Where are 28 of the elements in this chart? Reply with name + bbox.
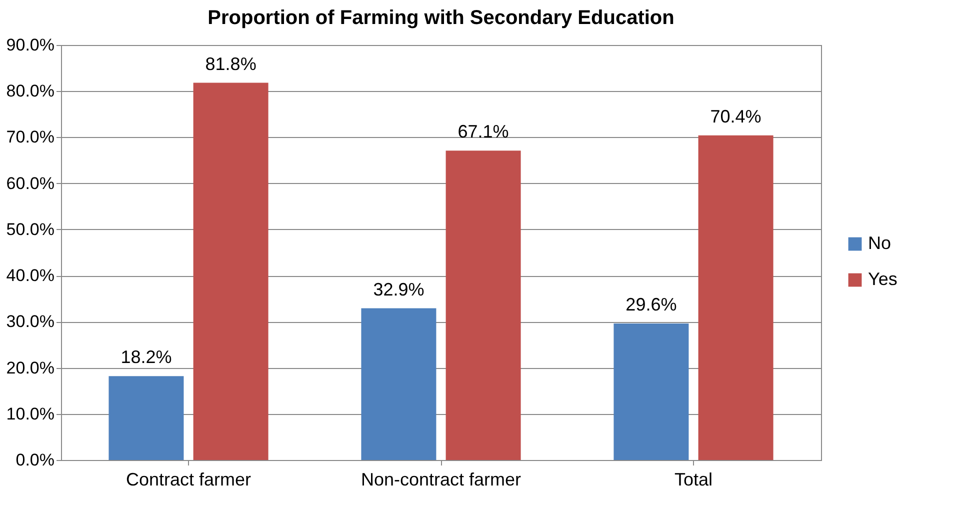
data-label: 32.9%: [373, 279, 424, 300]
bar: [446, 150, 521, 460]
chart-title: Proportion of Farming with Secondary Education: [208, 7, 674, 29]
x-tick-label: Non-contract farmer: [360, 470, 522, 490]
data-label: 70.4%: [710, 106, 762, 126]
legend-label: Yes: [868, 269, 898, 289]
data-label: 29.6%: [626, 294, 677, 315]
data-label: 67.1%: [458, 122, 509, 142]
y-tick-label: 60.0%: [6, 174, 54, 193]
x-tick-label: Total: [674, 470, 713, 490]
y-tick-label: 80.0%: [6, 82, 54, 101]
data-label: 81.8%: [205, 54, 256, 74]
y-tick-label: 40.0%: [6, 266, 54, 286]
bar: [614, 324, 689, 460]
y-tick-label: 50.0%: [6, 220, 54, 239]
legend-label: No: [868, 233, 892, 253]
bar: [108, 376, 184, 460]
y-tick-label: 0.0%: [16, 450, 54, 470]
data-label: 18.2%: [120, 347, 172, 368]
y-tick-label: 20.0%: [6, 358, 54, 378]
bar: [698, 135, 774, 460]
x-tick-label: Contract farmer: [126, 470, 252, 490]
y-tick-label: 30.0%: [6, 312, 54, 332]
y-tick-label: 90.0%: [6, 36, 54, 54]
bar: [193, 82, 268, 460]
y-tick-label: 70.0%: [6, 128, 54, 147]
y-tick-label: 10.0%: [6, 404, 54, 424]
bar: [361, 308, 436, 460]
